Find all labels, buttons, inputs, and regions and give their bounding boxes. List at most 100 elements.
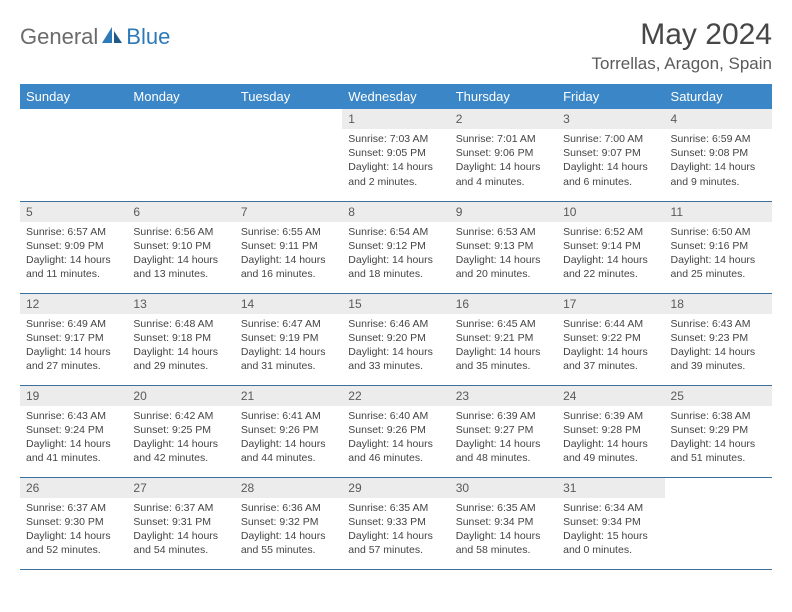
daylight-text: Daylight: 14 hours and 6 minutes.: [563, 160, 658, 188]
calendar-day-cell: 18Sunrise: 6:43 AMSunset: 9:23 PMDayligh…: [665, 293, 772, 385]
sunrise-text: Sunrise: 6:40 AM: [348, 409, 443, 423]
header: General Blue May 2024 Torrellas, Aragon,…: [20, 18, 772, 74]
daylight-text: Daylight: 14 hours and 49 minutes.: [563, 437, 658, 465]
sunset-text: Sunset: 9:25 PM: [133, 423, 228, 437]
calendar-day-cell: 16Sunrise: 6:45 AMSunset: 9:21 PMDayligh…: [450, 293, 557, 385]
calendar-week-row: 5Sunrise: 6:57 AMSunset: 9:09 PMDaylight…: [20, 201, 772, 293]
calendar-day-cell: 12Sunrise: 6:49 AMSunset: 9:17 PMDayligh…: [20, 293, 127, 385]
sunset-text: Sunset: 9:13 PM: [456, 239, 551, 253]
day-body: Sunrise: 6:47 AMSunset: 9:19 PMDaylight:…: [235, 314, 342, 379]
sunset-text: Sunset: 9:22 PM: [563, 331, 658, 345]
calendar-day-cell: ..: [127, 109, 234, 201]
daylight-text: Daylight: 14 hours and 27 minutes.: [26, 345, 121, 373]
sunrise-text: Sunrise: 7:03 AM: [348, 132, 443, 146]
day-number: 24: [557, 386, 664, 406]
sunrise-text: Sunrise: 6:48 AM: [133, 317, 228, 331]
day-number: 3: [557, 109, 664, 129]
calendar-day-cell: 25Sunrise: 6:38 AMSunset: 9:29 PMDayligh…: [665, 385, 772, 477]
calendar-day-cell: 23Sunrise: 6:39 AMSunset: 9:27 PMDayligh…: [450, 385, 557, 477]
day-body: Sunrise: 6:44 AMSunset: 9:22 PMDaylight:…: [557, 314, 664, 379]
sunset-text: Sunset: 9:05 PM: [348, 146, 443, 160]
sunrise-text: Sunrise: 6:59 AM: [671, 132, 766, 146]
day-body: Sunrise: 6:42 AMSunset: 9:25 PMDaylight:…: [127, 406, 234, 471]
sunset-text: Sunset: 9:08 PM: [671, 146, 766, 160]
daylight-text: Daylight: 15 hours and 0 minutes.: [563, 529, 658, 557]
calendar-day-cell: 30Sunrise: 6:35 AMSunset: 9:34 PMDayligh…: [450, 477, 557, 569]
day-number: 14: [235, 294, 342, 314]
daylight-text: Daylight: 14 hours and 35 minutes.: [456, 345, 551, 373]
daylight-text: Daylight: 14 hours and 4 minutes.: [456, 160, 551, 188]
day-number: 21: [235, 386, 342, 406]
logo: General Blue: [20, 18, 170, 50]
daylight-text: Daylight: 14 hours and 20 minutes.: [456, 253, 551, 281]
page-title: May 2024: [592, 18, 773, 52]
sunset-text: Sunset: 9:14 PM: [563, 239, 658, 253]
day-number: 22: [342, 386, 449, 406]
calendar-day-cell: 7Sunrise: 6:55 AMSunset: 9:11 PMDaylight…: [235, 201, 342, 293]
day-number: 17: [557, 294, 664, 314]
calendar-day-cell: 28Sunrise: 6:36 AMSunset: 9:32 PMDayligh…: [235, 477, 342, 569]
calendar-day-cell: 22 Sunrise: 6:40 AMSunset: 9:26 PMDayligh…: [342, 385, 449, 477]
day-body: Sunrise: 6:59 AMSunset: 9:08 PMDaylight:…: [665, 129, 772, 194]
sunrise-text: Sunrise: 6:43 AM: [26, 409, 121, 423]
day-number: 11: [665, 202, 772, 222]
calendar-table: SundayMondayTuesdayWednesdayThursdayFrid…: [20, 84, 772, 570]
sunset-text: Sunset: 9:07 PM: [563, 146, 658, 160]
logo-sail-icon: [102, 25, 124, 50]
daylight-text: Daylight: 14 hours and 2 minutes.: [348, 160, 443, 188]
day-body: Sunrise: 6:39 AMSunset: 9:28 PMDaylight:…: [557, 406, 664, 471]
calendar-day-cell: 10Sunrise: 6:52 AMSunset: 9:14 PMDayligh…: [557, 201, 664, 293]
sunrise-text: Sunrise: 6:36 AM: [241, 501, 336, 515]
sunset-text: Sunset: 9:34 PM: [456, 515, 551, 529]
calendar-day-cell: 8Sunrise: 6:54 AMSunset: 9:12 PMDaylight…: [342, 201, 449, 293]
day-body: Sunrise: 6:52 AMSunset: 9:14 PMDaylight:…: [557, 222, 664, 287]
day-number: 23: [450, 386, 557, 406]
sunset-text: Sunset: 9:24 PM: [26, 423, 121, 437]
sunset-text: Sunset: 9:12 PM: [348, 239, 443, 253]
daylight-text: Daylight: 14 hours and 55 minutes.: [241, 529, 336, 557]
sunrise-text: Sunrise: 6:43 AM: [671, 317, 766, 331]
calendar-day-cell: 19Sunrise: 6:43 AMSunset: 9:24 PMDayligh…: [20, 385, 127, 477]
daylight-text: Daylight: 14 hours and 31 minutes.: [241, 345, 336, 373]
day-body: Sunrise: 6:38 AMSunset: 9:29 PMDaylight:…: [665, 406, 772, 471]
sunset-text: Sunset: 9:20 PM: [348, 331, 443, 345]
calendar-day-cell: 4Sunrise: 6:59 AMSunset: 9:08 PMDaylight…: [665, 109, 772, 201]
weekday-header: Thursday: [450, 84, 557, 109]
title-block: May 2024 Torrellas, Aragon, Spain: [592, 18, 773, 74]
sunset-text: Sunset: 9:26 PM: [348, 423, 443, 437]
day-number: 8: [342, 202, 449, 222]
daylight-text: Daylight: 14 hours and 46 minutes.: [348, 437, 443, 465]
daylight-text: Daylight: 14 hours and 13 minutes.: [133, 253, 228, 281]
calendar-day-cell: 9Sunrise: 6:53 AMSunset: 9:13 PMDaylight…: [450, 201, 557, 293]
day-number: 19: [20, 386, 127, 406]
day-body: Sunrise: 6:34 AMSunset: 9:34 PMDaylight:…: [557, 498, 664, 563]
weekday-header: Tuesday: [235, 84, 342, 109]
sunset-text: Sunset: 9:17 PM: [26, 331, 121, 345]
sunrise-text: Sunrise: 6:47 AM: [241, 317, 336, 331]
sunset-text: Sunset: 9:11 PM: [241, 239, 336, 253]
day-body: Sunrise: 6:54 AMSunset: 9:12 PMDaylight:…: [342, 222, 449, 287]
sunrise-text: Sunrise: 6:44 AM: [563, 317, 658, 331]
day-body: Sunrise: 6:56 AMSunset: 9:10 PMDaylight:…: [127, 222, 234, 287]
daylight-text: Daylight: 14 hours and 44 minutes.: [241, 437, 336, 465]
day-body: Sunrise: 7:03 AMSunset: 9:05 PMDaylight:…: [342, 129, 449, 194]
day-body: Sunrise: 6:53 AMSunset: 9:13 PMDaylight:…: [450, 222, 557, 287]
calendar-day-cell: 5Sunrise: 6:57 AMSunset: 9:09 PMDaylight…: [20, 201, 127, 293]
sunset-text: Sunset: 9:18 PM: [133, 331, 228, 345]
calendar-day-cell: ..: [235, 109, 342, 201]
day-number: 5: [20, 202, 127, 222]
weekday-header: Monday: [127, 84, 234, 109]
day-body: Sunrise: 6:35 AMSunset: 9:33 PMDaylight:…: [342, 498, 449, 563]
sunrise-text: Sunrise: 6:46 AM: [348, 317, 443, 331]
sunrise-text: Sunrise: 6:45 AM: [456, 317, 551, 331]
calendar-day-cell: 24Sunrise: 6:39 AMSunset: 9:28 PMDayligh…: [557, 385, 664, 477]
day-body: Sunrise: 6:50 AMSunset: 9:16 PMDaylight:…: [665, 222, 772, 287]
calendar-day-cell: 20Sunrise: 6:42 AMSunset: 9:25 PMDayligh…: [127, 385, 234, 477]
sunrise-text: Sunrise: 6:53 AM: [456, 225, 551, 239]
sunset-text: Sunset: 9:23 PM: [671, 331, 766, 345]
day-body: Sunrise: 6:43 AMSunset: 9:24 PMDaylight:…: [20, 406, 127, 471]
sunset-text: Sunset: 9:06 PM: [456, 146, 551, 160]
day-number: 7: [235, 202, 342, 222]
daylight-text: Daylight: 14 hours and 29 minutes.: [133, 345, 228, 373]
calendar-day-cell: 1Sunrise: 7:03 AMSunset: 9:05 PMDaylight…: [342, 109, 449, 201]
